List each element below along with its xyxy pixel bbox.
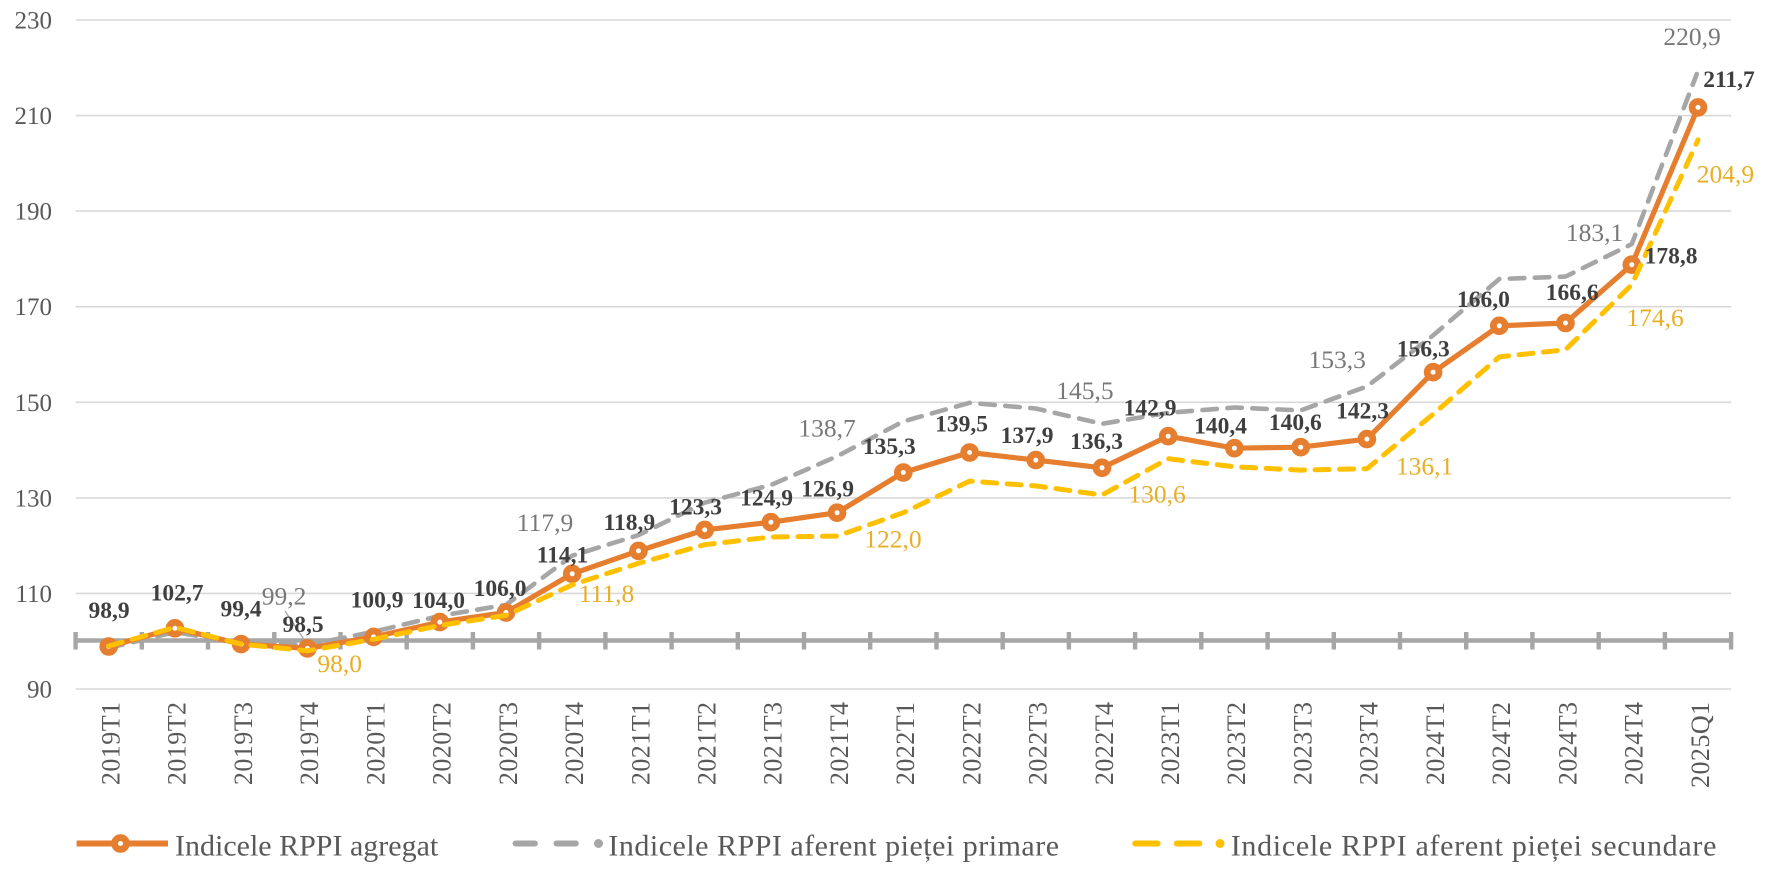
svg-text:2020T2: 2020T2 — [428, 702, 457, 786]
svg-text:230: 230 — [15, 8, 53, 35]
svg-text:174,6: 174,6 — [1626, 303, 1683, 332]
svg-text:145,5: 145,5 — [1056, 376, 1113, 405]
svg-text:190: 190 — [15, 199, 53, 226]
svg-text:123,3: 123,3 — [669, 495, 722, 521]
svg-text:2021T1: 2021T1 — [626, 702, 655, 786]
svg-text:117,9: 117,9 — [517, 508, 573, 537]
svg-text:136,3: 136,3 — [1070, 429, 1123, 455]
svg-text:220,9: 220,9 — [1663, 22, 1720, 51]
svg-text:2019T4: 2019T4 — [295, 702, 324, 786]
svg-text:102,7: 102,7 — [151, 581, 204, 607]
svg-text:2024T1: 2024T1 — [1421, 702, 1450, 786]
svg-text:2023T3: 2023T3 — [1289, 702, 1318, 786]
svg-text:2022T4: 2022T4 — [1090, 702, 1119, 786]
svg-text:142,3: 142,3 — [1336, 398, 1389, 424]
svg-text:Indicele RPPI aferent pieței s: Indicele RPPI aferent pieței secundare — [1231, 830, 1717, 863]
svg-text:110: 110 — [15, 581, 52, 608]
svg-text:150: 150 — [15, 390, 53, 417]
svg-text:98,5: 98,5 — [282, 612, 323, 638]
svg-text:111,8: 111,8 — [579, 579, 634, 608]
svg-text:Indicele RPPI agregat: Indicele RPPI agregat — [175, 830, 439, 863]
svg-text:2025Q1: 2025Q1 — [1686, 702, 1715, 788]
svg-text:2023T4: 2023T4 — [1355, 702, 1384, 786]
svg-text:98,0: 98,0 — [317, 649, 362, 678]
svg-text:99,4: 99,4 — [220, 596, 261, 622]
svg-text:2022T2: 2022T2 — [957, 702, 986, 786]
svg-text:178,8: 178,8 — [1645, 244, 1698, 270]
svg-text:2021T4: 2021T4 — [825, 702, 854, 786]
svg-text:2021T3: 2021T3 — [759, 702, 788, 786]
svg-text:2020T1: 2020T1 — [361, 702, 390, 786]
svg-text:156,3: 156,3 — [1397, 336, 1450, 362]
svg-text:2022T1: 2022T1 — [891, 702, 920, 786]
svg-text:140,6: 140,6 — [1269, 410, 1322, 436]
svg-text:118,9: 118,9 — [604, 510, 656, 536]
svg-text:2019T2: 2019T2 — [163, 702, 192, 786]
svg-text:2019T3: 2019T3 — [229, 702, 258, 786]
svg-text:130,6: 130,6 — [1128, 479, 1185, 508]
svg-text:140,4: 140,4 — [1194, 413, 1247, 439]
svg-text:170: 170 — [15, 294, 53, 321]
svg-text:2024T2: 2024T2 — [1487, 702, 1516, 786]
svg-text:2022T3: 2022T3 — [1024, 702, 1053, 786]
svg-text:122,0: 122,0 — [864, 525, 921, 554]
svg-text:114,1: 114,1 — [537, 543, 589, 569]
svg-text:2020T3: 2020T3 — [494, 702, 523, 786]
svg-text:126,9: 126,9 — [801, 476, 854, 502]
svg-text:124,9: 124,9 — [740, 486, 793, 512]
svg-text:183,1: 183,1 — [1566, 218, 1623, 247]
svg-text:166,6: 166,6 — [1546, 280, 1599, 306]
svg-text:211,7: 211,7 — [1703, 67, 1755, 93]
svg-text:142,9: 142,9 — [1124, 395, 1177, 421]
svg-text:Indicele RPPI aferent pieței p: Indicele RPPI aferent pieței primare — [608, 830, 1059, 863]
svg-text:130: 130 — [15, 485, 53, 512]
svg-text:210: 210 — [15, 103, 53, 130]
svg-text:136,1: 136,1 — [1396, 452, 1453, 481]
svg-text:2024T3: 2024T3 — [1553, 702, 1582, 786]
svg-text:2021T2: 2021T2 — [693, 702, 722, 786]
svg-text:99,2: 99,2 — [262, 582, 307, 611]
svg-text:106,0: 106,0 — [474, 576, 527, 602]
svg-text:166,0: 166,0 — [1457, 287, 1510, 313]
svg-text:2024T4: 2024T4 — [1620, 702, 1649, 786]
svg-text:98,9: 98,9 — [88, 598, 129, 624]
svg-text:153,3: 153,3 — [1309, 345, 1366, 374]
svg-text:204,9: 204,9 — [1697, 160, 1754, 189]
svg-text:2023T1: 2023T1 — [1156, 702, 1185, 786]
svg-text:2019T1: 2019T1 — [97, 702, 126, 786]
svg-text:100,9: 100,9 — [351, 588, 404, 614]
svg-text:2020T4: 2020T4 — [560, 702, 589, 786]
svg-text:2023T2: 2023T2 — [1222, 702, 1251, 786]
svg-text:90: 90 — [27, 677, 52, 704]
svg-text:137,9: 137,9 — [1001, 423, 1054, 449]
svg-text:104,0: 104,0 — [412, 588, 465, 614]
svg-text:139,5: 139,5 — [935, 412, 988, 438]
svg-text:135,3: 135,3 — [863, 434, 916, 460]
svg-text:138,7: 138,7 — [798, 414, 856, 443]
